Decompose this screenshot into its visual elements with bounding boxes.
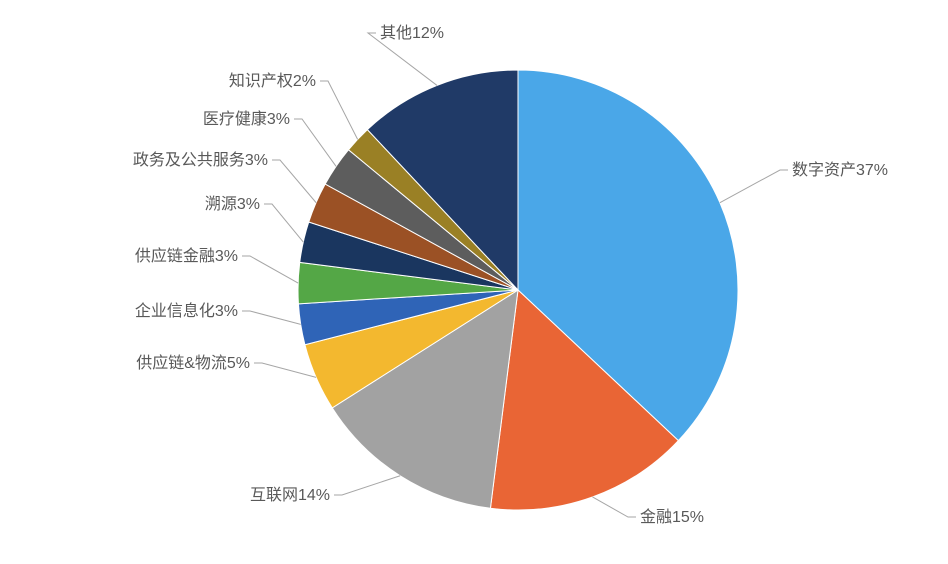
leader-line (242, 256, 298, 283)
slice-label: 供应链&物流5% (136, 353, 250, 372)
leader-line (242, 311, 301, 324)
leader-line (593, 497, 636, 517)
slice-label: 其他12% (380, 24, 444, 42)
leader-line (720, 170, 788, 203)
slice-label: 互联网14% (250, 486, 330, 504)
slice-label: 供应链金融3% (135, 246, 238, 265)
slice-label: 溯源3% (205, 195, 260, 213)
leader-line (294, 119, 336, 166)
leader-line (334, 476, 400, 495)
leader-line (254, 363, 316, 377)
slice-label: 医疗健康3% (203, 110, 290, 128)
slice-label: 企业信息化3% (135, 302, 238, 320)
leader-line (264, 204, 303, 242)
leader-line (320, 81, 358, 139)
slice-label: 数字资产37% (792, 161, 888, 179)
slice-label: 知识产权2% (229, 72, 316, 90)
leader-line (272, 160, 316, 203)
slice-label: 金融15% (640, 508, 704, 526)
slice-label: 政务及公共服务3% (133, 151, 268, 169)
pie-chart: 数字资产37% 金融15% 互联网14% 供应链&物流5% 企业信息化3% 供应链金融3%… (0, 0, 948, 564)
